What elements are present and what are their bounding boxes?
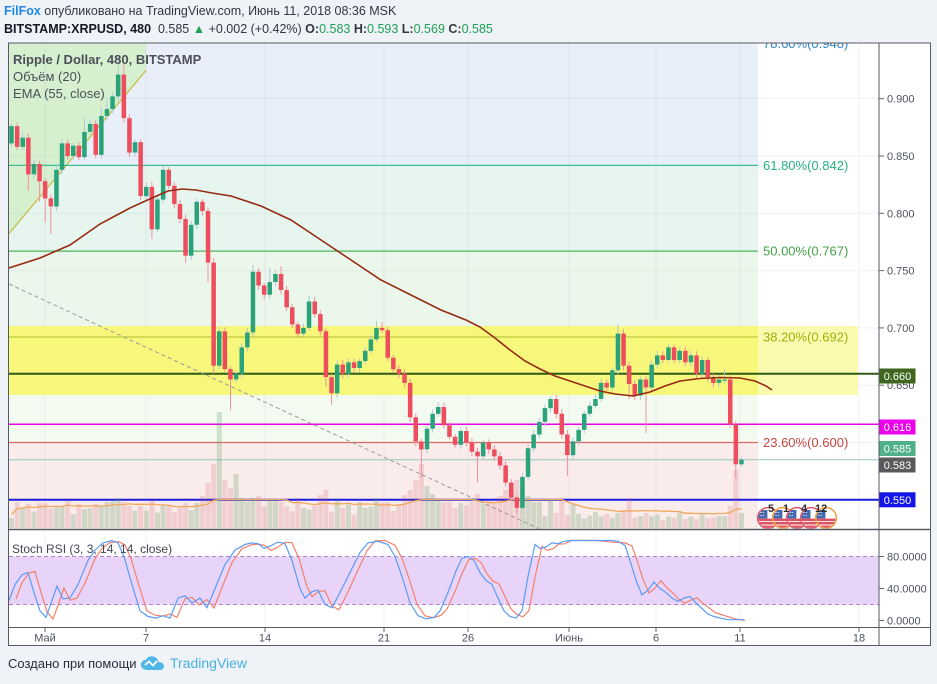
svg-text:38.20%(0.692): 38.20%(0.692) bbox=[763, 330, 848, 345]
svg-text:14: 14 bbox=[259, 633, 271, 645]
svg-text:11: 11 bbox=[734, 633, 745, 645]
svg-text:1: 1 bbox=[783, 503, 789, 515]
svg-text:61.80%(0.842): 61.80%(0.842) bbox=[763, 158, 848, 173]
svg-text:0.585: 0.585 bbox=[884, 444, 912, 456]
svg-text:40.0000: 40.0000 bbox=[887, 584, 927, 596]
svg-text:0.850: 0.850 bbox=[887, 151, 915, 163]
svg-text:80.0000: 80.0000 bbox=[887, 552, 927, 564]
svg-text:6: 6 bbox=[653, 633, 659, 645]
svg-text:5: 5 bbox=[768, 503, 774, 515]
svg-text:Июнь: Июнь bbox=[555, 633, 583, 645]
svg-text:Stoch RSI (3, 3, 14, 14, close: Stoch RSI (3, 3, 14, 14, close) bbox=[12, 542, 172, 556]
svg-text:7: 7 bbox=[143, 633, 149, 645]
svg-text:0.616: 0.616 bbox=[884, 422, 912, 434]
svg-text:0.660: 0.660 bbox=[884, 371, 912, 383]
svg-text:0.550: 0.550 bbox=[884, 495, 912, 507]
svg-text:4: 4 bbox=[801, 503, 808, 515]
svg-text:23.60%(0.600): 23.60%(0.600) bbox=[763, 435, 848, 450]
svg-text:Май: Май bbox=[34, 633, 56, 645]
svg-text:Ripple / Dollar, 480, BITSTAMP: Ripple / Dollar, 480, BITSTAMP bbox=[13, 52, 202, 67]
svg-text:0.583: 0.583 bbox=[884, 460, 912, 472]
svg-text:26: 26 bbox=[462, 633, 474, 645]
svg-text:Объём (20): Объём (20) bbox=[13, 69, 81, 84]
svg-text:0.800: 0.800 bbox=[887, 208, 915, 220]
svg-text:78.60%(0.948): 78.60%(0.948) bbox=[763, 36, 848, 51]
svg-text:21: 21 bbox=[378, 633, 390, 645]
svg-text:EMA (55, close): EMA (55, close) bbox=[13, 86, 105, 101]
svg-text:0.0000: 0.0000 bbox=[887, 616, 921, 628]
svg-text:0.750: 0.750 bbox=[887, 266, 915, 278]
svg-text:0.900: 0.900 bbox=[887, 94, 915, 106]
svg-text:18: 18 bbox=[853, 633, 865, 645]
svg-text:50.00%(0.767): 50.00%(0.767) bbox=[763, 244, 848, 259]
svg-text:0.700: 0.700 bbox=[887, 323, 915, 335]
svg-text:12: 12 bbox=[815, 503, 827, 515]
